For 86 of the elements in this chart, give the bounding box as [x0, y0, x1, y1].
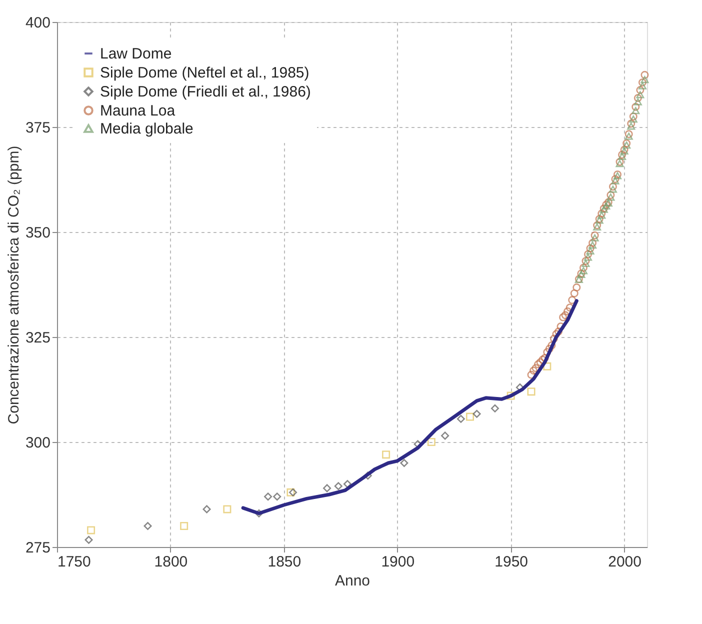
- point: [559, 313, 568, 322]
- x-tick-label: 1900: [381, 554, 415, 570]
- point: [180, 522, 188, 530]
- point: [527, 388, 536, 396]
- point: [640, 76, 649, 84]
- point: [527, 370, 536, 379]
- point: [273, 492, 282, 501]
- point: [427, 438, 436, 446]
- y-tick-label: 325: [25, 330, 50, 346]
- point: [84, 536, 93, 544]
- y-tick-label: 300: [25, 434, 50, 452]
- point: [629, 115, 638, 123]
- x-tick-label: 1750: [58, 554, 91, 570]
- point: [490, 404, 499, 412]
- point: [608, 186, 617, 193]
- legend-label: Mauna Loa: [100, 102, 176, 120]
- legend-label: Law Dome: [100, 46, 172, 62]
- point: [530, 366, 538, 375]
- point: [629, 112, 638, 120]
- point: [638, 82, 646, 90]
- x-tick-label: 1800: [154, 554, 188, 570]
- point: [636, 91, 644, 98]
- point: [223, 505, 232, 514]
- point: [323, 484, 332, 492]
- point: [532, 364, 540, 372]
- point: [264, 492, 272, 501]
- point: [632, 102, 640, 111]
- point: [579, 264, 588, 272]
- point: [561, 311, 570, 320]
- point: [636, 86, 644, 94]
- point: [606, 194, 615, 201]
- y-tick-label: 350: [25, 224, 50, 242]
- point: [286, 488, 295, 496]
- point: [588, 241, 597, 249]
- point: [552, 330, 560, 338]
- point: [548, 341, 556, 350]
- point: [582, 256, 590, 265]
- point: [343, 480, 352, 488]
- point: [584, 250, 592, 258]
- point: [87, 526, 96, 534]
- point: [554, 328, 563, 336]
- y-axis-title: Concentrazione atmosferica di CO₂ (ppm): [5, 146, 22, 424]
- point: [622, 142, 631, 149]
- point: [568, 296, 576, 304]
- point: [572, 283, 581, 292]
- point: [202, 505, 211, 514]
- point: [586, 247, 594, 254]
- point: [627, 122, 636, 130]
- point: [579, 267, 588, 274]
- point: [590, 231, 599, 240]
- point: [590, 234, 599, 242]
- point: [456, 414, 465, 423]
- point: [334, 482, 342, 490]
- x-tick-label: 2000: [608, 554, 642, 570]
- point: [288, 488, 298, 496]
- legend-label: Siple Dome (Neftel et al., 1985): [100, 64, 310, 82]
- x-tick-label: 1950: [494, 554, 528, 570]
- point: [634, 94, 642, 102]
- point: [382, 450, 390, 459]
- point: [584, 254, 592, 261]
- point: [634, 98, 642, 106]
- point: [543, 348, 552, 356]
- point: [144, 522, 152, 530]
- point: [624, 132, 633, 140]
- point: [506, 392, 515, 400]
- x-tick-label: 1850: [268, 554, 302, 570]
- point: [545, 344, 554, 353]
- point: [466, 412, 474, 421]
- legend-label: Siple Dome (Friedli et al., 1986): [100, 84, 311, 100]
- y-tick-label: 275: [25, 540, 50, 556]
- point: [632, 107, 640, 114]
- point: [472, 410, 481, 418]
- point: [254, 509, 263, 518]
- point: [550, 334, 558, 343]
- point: [640, 70, 649, 79]
- y-tick-label: 400: [25, 14, 50, 32]
- legend-label: Media globale: [100, 120, 194, 138]
- point: [400, 458, 408, 468]
- point: [638, 78, 646, 86]
- point: [534, 360, 542, 368]
- point: [570, 289, 578, 298]
- point: [441, 432, 450, 440]
- point: [586, 244, 594, 252]
- point: [582, 260, 590, 268]
- y-tick-label: 375: [25, 120, 50, 136]
- x-axis-title: Anno: [334, 572, 370, 590]
